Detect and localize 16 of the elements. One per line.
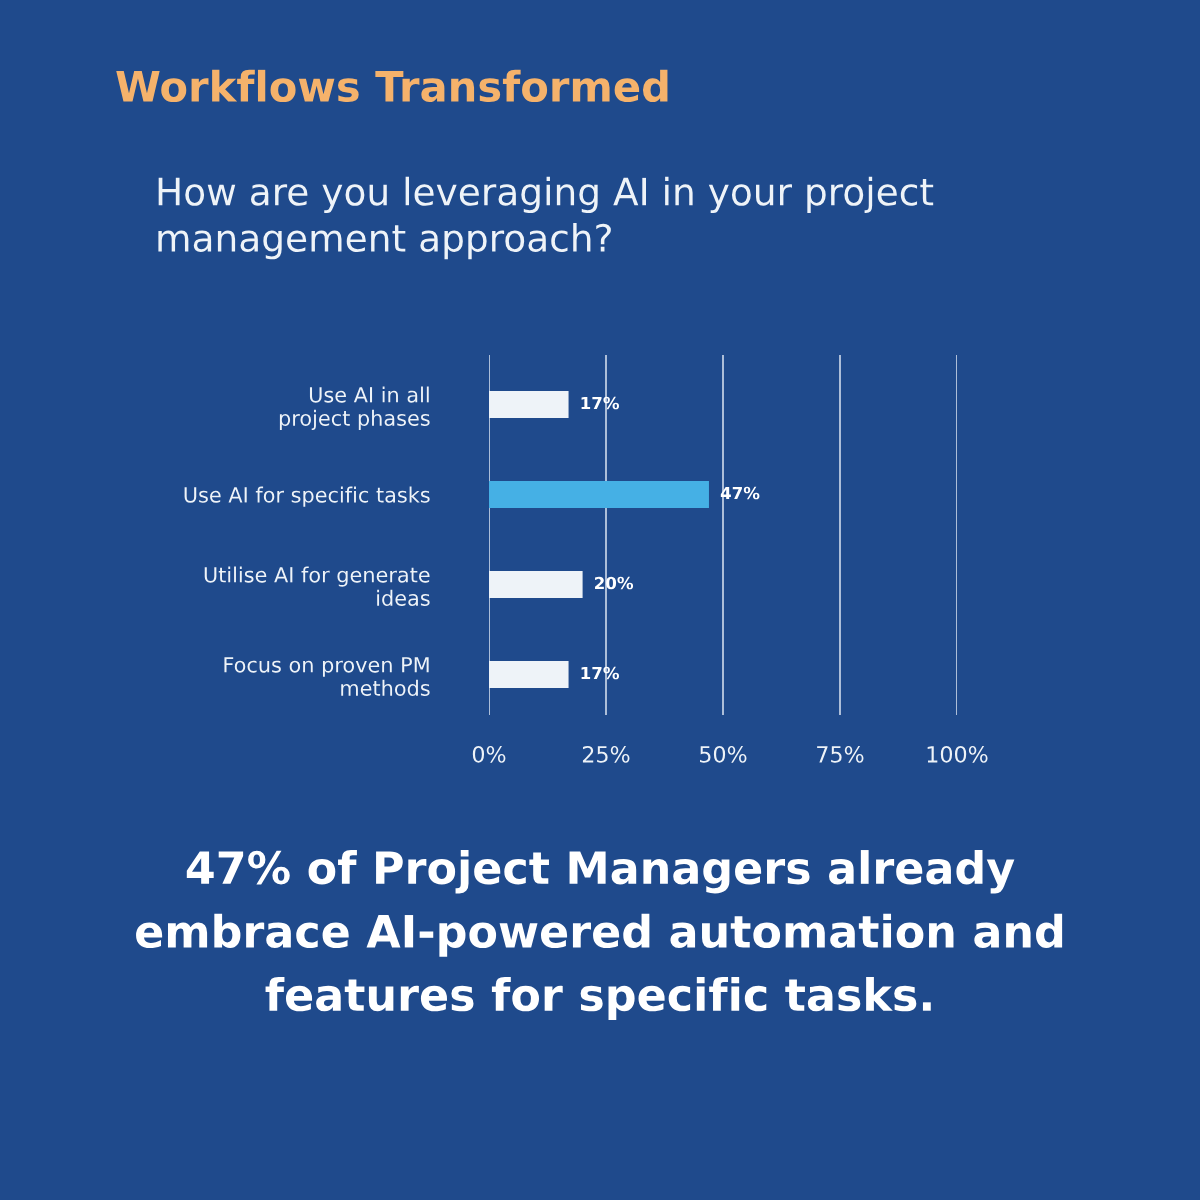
y-tick-label: Focus on proven PM methods bbox=[224, 657, 430, 696]
y-tick-label: Utilise AI for generate ideas bbox=[204, 566, 430, 606]
chart-title: Workflows Transformed bbox=[116, 69, 668, 103]
bar bbox=[489, 391, 569, 418]
x-tick-label: 100% bbox=[927, 745, 988, 763]
chart-subtitle: How are you leveraging AI in your project management approach? bbox=[158, 176, 934, 260]
text: 47% of Project Managers already embrace AI-powered automation and features for specific tasks. bbox=[136, 850, 1063, 1020]
bar bbox=[489, 661, 569, 688]
x-tick-label: 25% bbox=[582, 745, 630, 763]
x-tick-label: 50% bbox=[700, 745, 747, 763]
x-tick-label: 0% bbox=[472, 745, 506, 763]
bar bbox=[489, 571, 583, 598]
bar bbox=[489, 481, 709, 508]
y-tick-label: Use AI in all project phases bbox=[279, 386, 430, 430]
x-tick-label: 75% bbox=[817, 745, 864, 763]
y-tick-label: Use AI for specific tasks bbox=[184, 486, 430, 507]
